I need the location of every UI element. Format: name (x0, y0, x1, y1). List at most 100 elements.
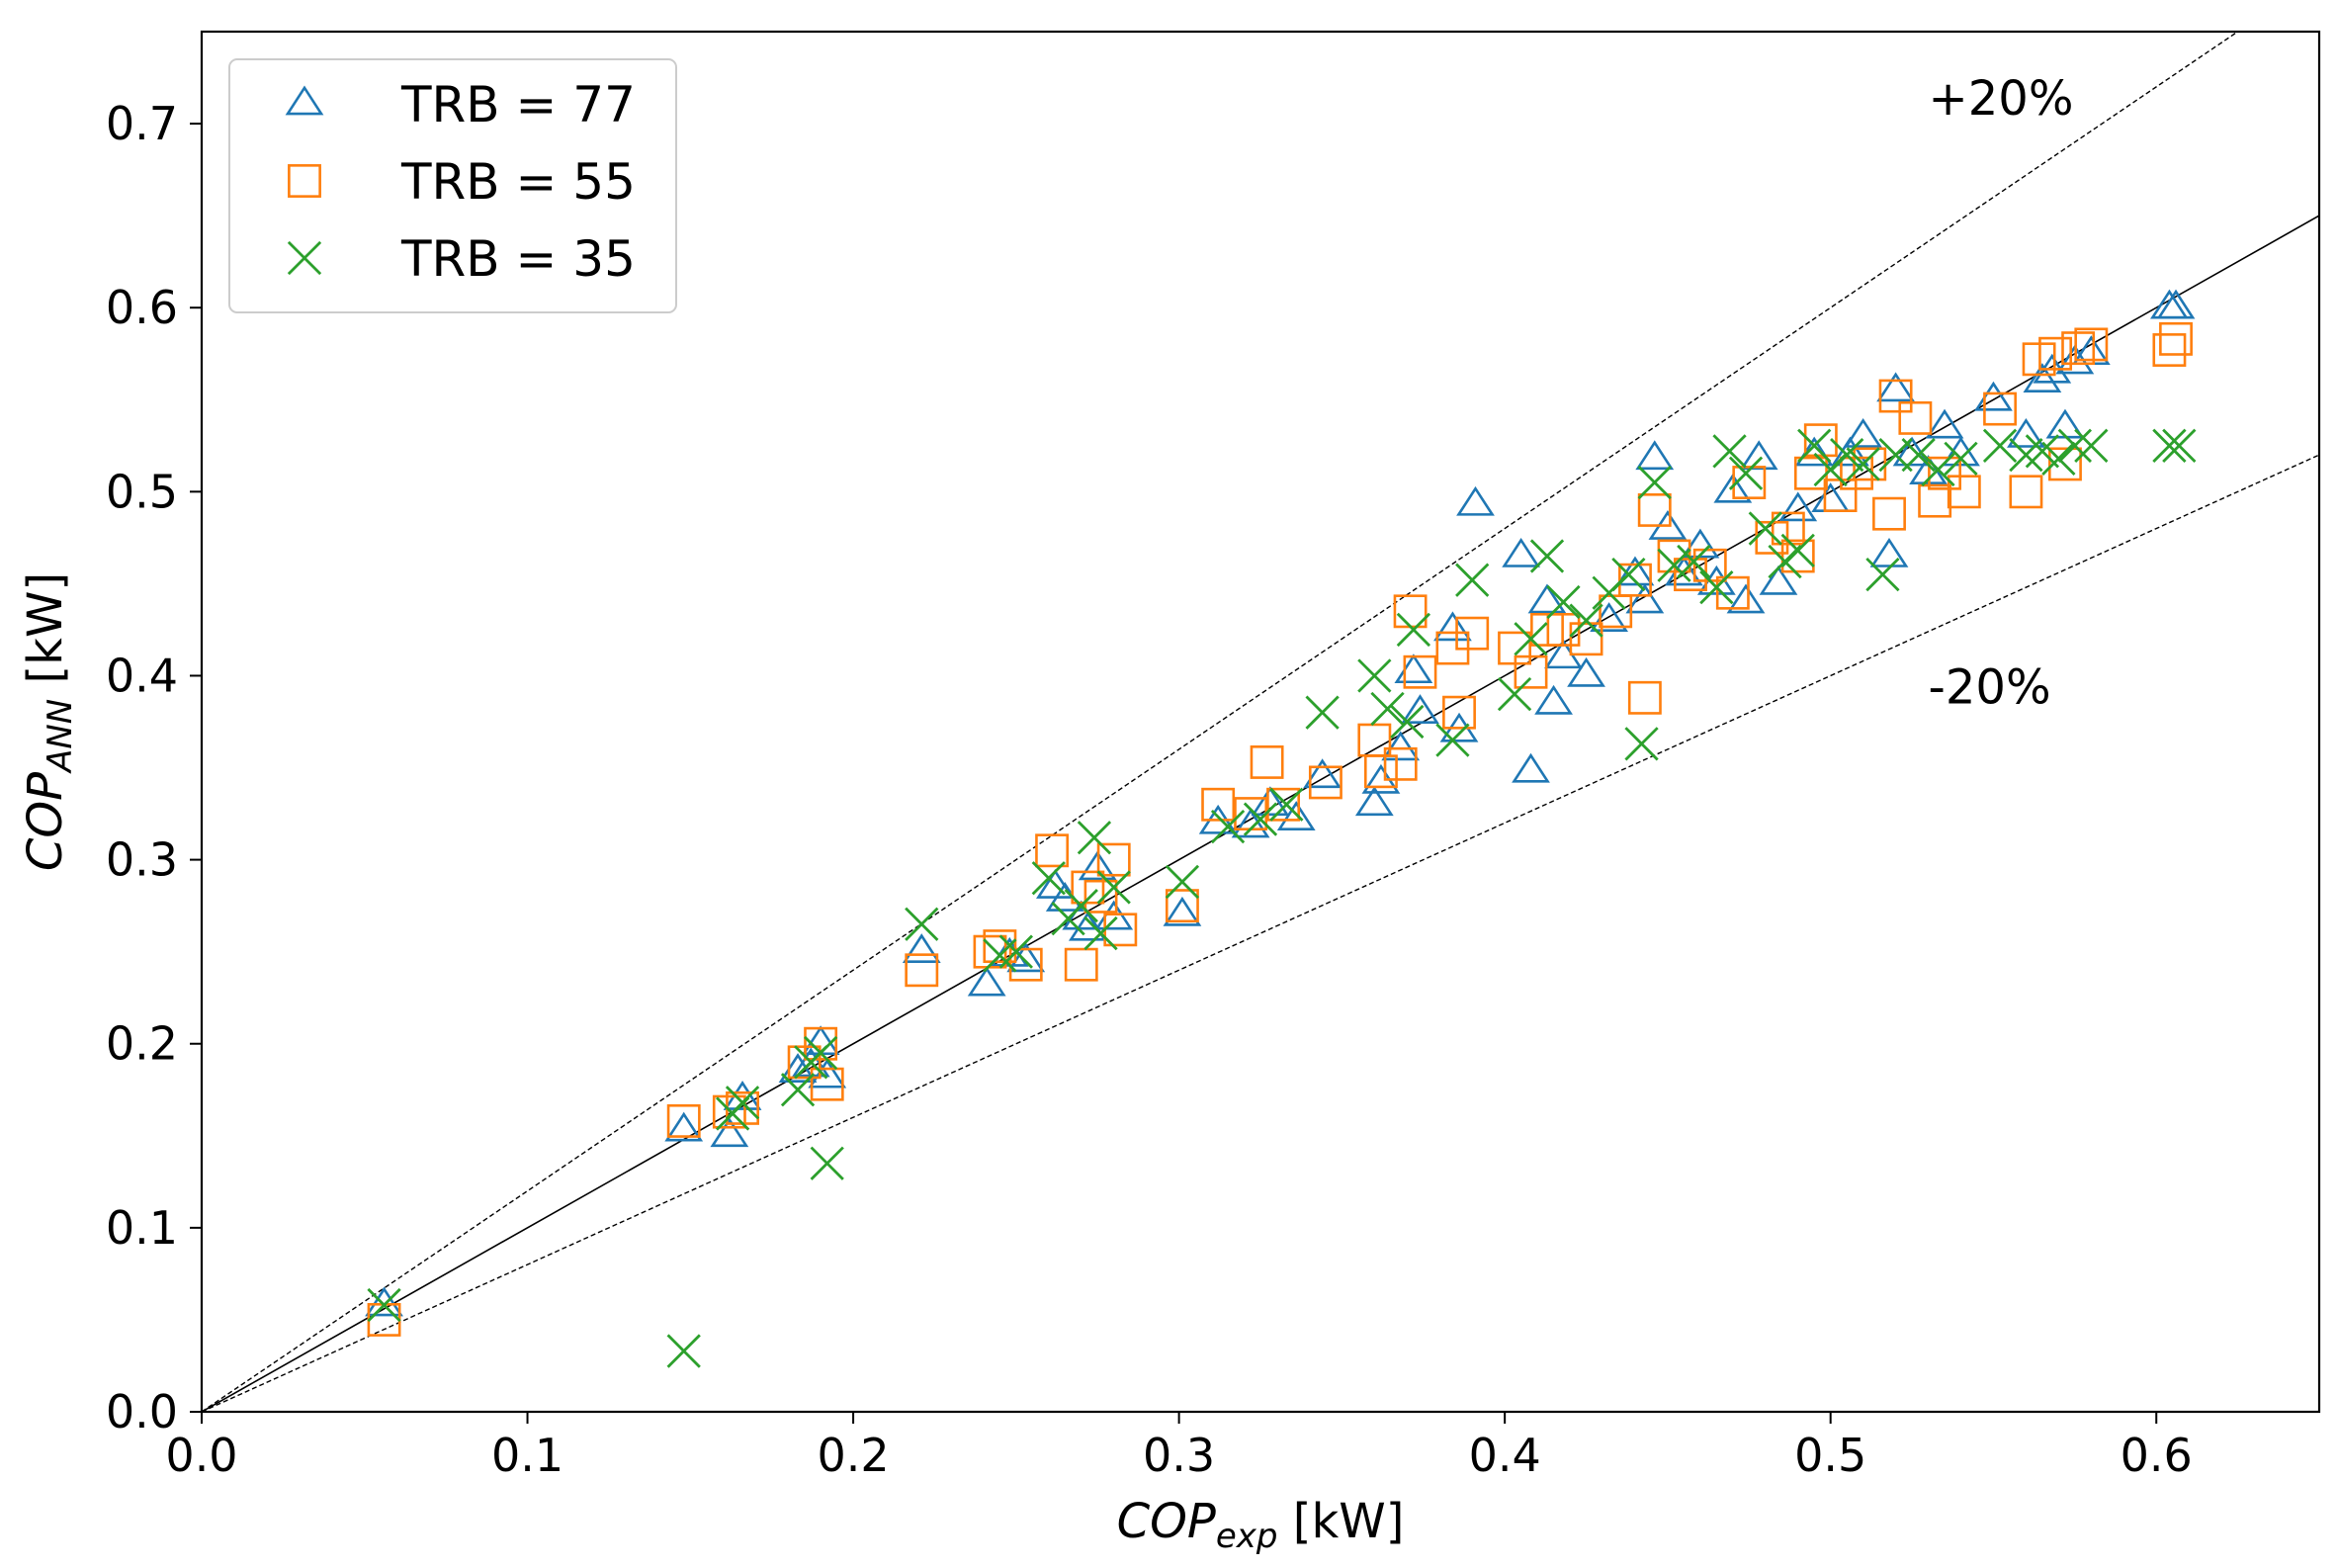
y-tick-label: 0.1 (106, 1201, 178, 1255)
data-point (1869, 537, 1909, 567)
data-point (902, 933, 941, 963)
data-point (1396, 612, 1431, 648)
data-point (1031, 861, 1066, 896)
data-point (1534, 684, 1573, 715)
data-point (2074, 327, 2109, 362)
data-point (1071, 870, 1105, 905)
data-point (2061, 331, 2096, 366)
data-point (1928, 456, 1961, 490)
data-point (1529, 539, 1565, 573)
data-point (1035, 833, 1070, 868)
data-point (1163, 896, 1202, 926)
x-tick-label: 0.4 (1469, 1429, 1541, 1482)
data-point (1305, 695, 1340, 730)
data-point (1625, 583, 1665, 614)
data-point (2150, 289, 2189, 319)
data-point (1456, 485, 1495, 516)
data-point (1830, 437, 1864, 473)
legend-label-trb-77: TRB = 77 (400, 76, 636, 133)
legend-label-trb-55: TRB = 55 (400, 153, 636, 211)
data-point (1433, 611, 1472, 642)
data-point (804, 1026, 838, 1061)
series-trb-55 (367, 321, 2193, 1337)
data-point (2025, 434, 2060, 469)
data-point (803, 1035, 838, 1071)
annotation-label: +20% (1929, 71, 2074, 127)
data-point (1569, 622, 1603, 656)
data-point (1567, 656, 1605, 687)
data-point (1243, 802, 1278, 836)
data-point (1303, 758, 1342, 789)
data-point (1442, 695, 1476, 730)
data-point (1077, 821, 1112, 855)
data-point (983, 929, 1017, 964)
x-tick-label: 0.6 (2121, 1429, 2193, 1482)
y-tick-label: 0.7 (106, 97, 178, 150)
data-point (2048, 447, 2082, 481)
data-point (967, 966, 1006, 997)
data-point (1363, 754, 1398, 789)
data-point (1201, 787, 1236, 822)
data-point (1732, 466, 1767, 499)
data-point (1759, 565, 1798, 595)
y-tick-label: 0.2 (106, 1017, 178, 1071)
y-axis-ticks: 0.0 0.1 0.2 0.3 0.4 0.5 0.6 0.7 (106, 97, 202, 1438)
data-point (905, 907, 939, 941)
plus-20-percent-line (202, 32, 2239, 1412)
x-tick-label: 0.3 (1143, 1429, 1215, 1482)
data-point (905, 953, 939, 988)
data-point (1778, 491, 1818, 522)
data-point (1599, 594, 1633, 629)
data-point (1390, 704, 1425, 740)
data-point (1269, 787, 1304, 822)
data-point (2038, 336, 2073, 371)
series-trb-35 (367, 428, 2197, 1368)
data-point (1455, 616, 1490, 651)
data-point (1354, 786, 1394, 817)
data-point (1898, 400, 1933, 435)
data-point (1771, 511, 1805, 546)
data-point (2152, 333, 2187, 367)
data-point (1357, 658, 1392, 693)
data-point (2156, 289, 2196, 319)
data-point (780, 1073, 816, 1107)
data-point (1165, 889, 1199, 923)
data-point (1064, 888, 1098, 923)
data-point (1921, 452, 1955, 487)
y-tick-label: 0.3 (106, 833, 178, 887)
data-point (1083, 879, 1118, 914)
x-tick-label: 0.2 (817, 1429, 889, 1482)
data-point (1876, 372, 1915, 402)
data-point (1403, 654, 1437, 689)
plot-frame (200, 30, 2321, 1414)
data-point (1624, 727, 1659, 761)
data-point (1401, 694, 1439, 725)
legend-marker-triangle (285, 85, 324, 116)
y-tick-label: 0.5 (106, 465, 178, 518)
data-points (365, 289, 2197, 1368)
legend-label-trb-35: TRB = 35 (400, 230, 636, 288)
y-tick-label: 0.0 (106, 1385, 178, 1438)
data-point (1635, 440, 1675, 471)
data-point (973, 934, 1007, 969)
data-point (810, 1146, 844, 1180)
x-tick-label: 0.5 (1794, 1429, 1866, 1482)
data-point (1064, 947, 1098, 982)
data-point (1872, 496, 1906, 531)
y-axis-label: COPANN [kW] (18, 572, 80, 871)
data-point (710, 1117, 749, 1148)
data-point (2057, 428, 2092, 463)
data-point (2009, 475, 2043, 509)
data-point (712, 1094, 746, 1129)
y-tick-label: 0.6 (106, 281, 178, 334)
data-point (1699, 569, 1734, 605)
data-point (1947, 475, 1981, 509)
data-point (1844, 417, 1883, 448)
data-point (1502, 537, 1541, 567)
data-point (1878, 379, 1913, 413)
minus-20-percent-line (202, 454, 2319, 1412)
data-point (1780, 533, 1815, 568)
data-point (1627, 680, 1662, 715)
data-point (1251, 786, 1290, 817)
data-point (1748, 511, 1782, 546)
